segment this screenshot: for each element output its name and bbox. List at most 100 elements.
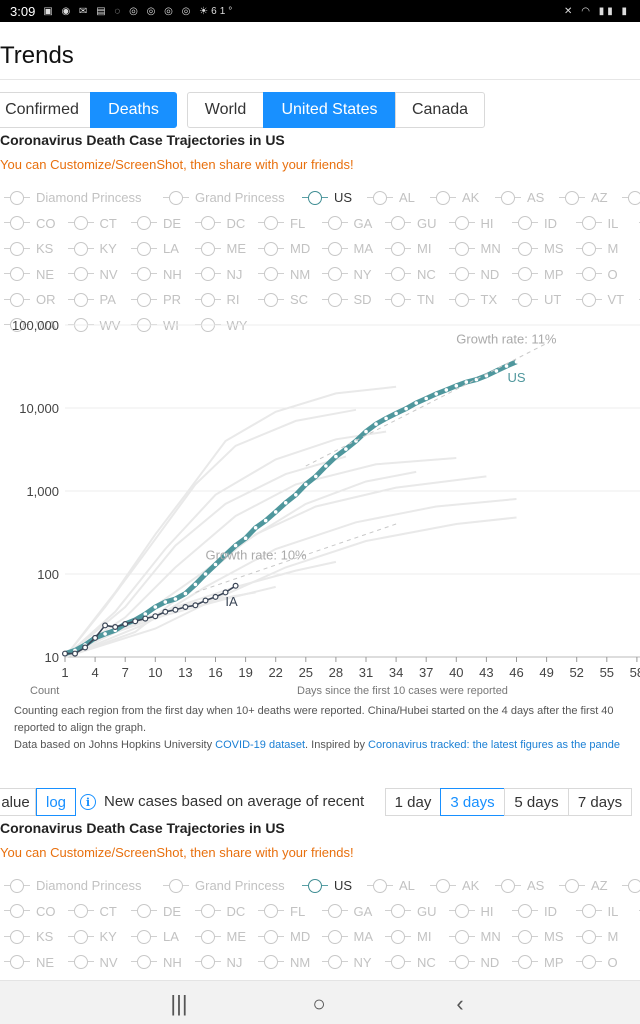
region-toggle[interactable]: AZ: [559, 185, 608, 210]
avg-7-days-button[interactable]: 7 days: [568, 788, 632, 816]
region-toggle[interactable]: NV: [67, 950, 118, 975]
region-toggle[interactable]: SD: [321, 287, 372, 312]
region-toggle[interactable]: GA: [321, 211, 372, 236]
region-toggle[interactable]: NV: [67, 262, 118, 287]
region-toggle[interactable]: US: [302, 185, 352, 210]
back-icon[interactable]: ‹: [456, 991, 464, 1016]
region-toggle[interactable]: NY: [321, 950, 372, 975]
canada-button[interactable]: Canada: [395, 92, 485, 128]
region-toggle[interactable]: AS: [495, 185, 544, 210]
confirmed-button[interactable]: Confirmed: [0, 92, 91, 128]
region-toggle[interactable]: NM: [258, 262, 310, 287]
region-toggle[interactable]: MP: [512, 950, 564, 975]
region-toggle[interactable]: SC: [258, 287, 308, 312]
covid-dataset-link[interactable]: COVID-19 dataset: [215, 739, 306, 751]
region-toggle[interactable]: [622, 185, 640, 210]
home-icon[interactable]: ○: [312, 991, 326, 1016]
region-toggle[interactable]: MN: [448, 924, 501, 949]
region-toggle[interactable]: UT: [512, 287, 561, 312]
region-toggle[interactable]: CT: [67, 211, 117, 236]
region-toggle[interactable]: ME: [194, 924, 246, 949]
world-button[interactable]: World: [187, 92, 264, 128]
region-toggle[interactable]: AL: [367, 185, 415, 210]
avg-5-days-button[interactable]: 5 days: [504, 788, 569, 816]
region-toggle[interactable]: O: [575, 262, 618, 287]
region-toggle[interactable]: DE: [131, 211, 181, 236]
region-toggle[interactable]: NJ: [194, 950, 242, 975]
avg-1-day-button[interactable]: 1 day: [385, 788, 441, 816]
region-toggle[interactable]: ME: [194, 236, 246, 261]
region-toggle[interactable]: MP: [512, 262, 564, 287]
region-toggle[interactable]: OR: [4, 287, 56, 312]
region-toggle[interactable]: MS: [512, 924, 564, 949]
region-toggle[interactable]: Diamond Princess: [4, 185, 142, 210]
region-toggle[interactable]: KY: [67, 236, 117, 261]
region-toggle[interactable]: AZ: [559, 873, 608, 898]
region-toggle[interactable]: MA: [321, 236, 373, 261]
region-toggle[interactable]: AS: [495, 873, 544, 898]
region-toggle[interactable]: RI: [194, 287, 240, 312]
region-toggle[interactable]: KS: [4, 924, 53, 949]
region-toggle[interactable]: HI: [448, 899, 494, 924]
region-toggle[interactable]: MD: [258, 236, 310, 261]
region-toggle[interactable]: NM: [258, 950, 310, 975]
region-toggle[interactable]: CO: [4, 211, 56, 236]
region-toggle[interactable]: DC: [194, 899, 245, 924]
region-toggle[interactable]: WA: [4, 313, 56, 338]
region-toggle[interactable]: M: [575, 924, 618, 949]
region-toggle[interactable]: GA: [321, 899, 372, 924]
region-toggle[interactable]: PR: [131, 287, 181, 312]
region-toggle[interactable]: TX: [448, 287, 497, 312]
log-scale-button[interactable]: log: [36, 788, 76, 816]
recent-apps-icon[interactable]: |||: [170, 991, 188, 1016]
region-toggle[interactable]: PA: [67, 287, 116, 312]
region-toggle[interactable]: IL: [575, 899, 618, 924]
region-toggle[interactable]: [622, 873, 640, 898]
region-toggle[interactable]: ID: [512, 211, 557, 236]
linear-value-button[interactable]: alue: [0, 788, 36, 816]
region-toggle[interactable]: KY: [67, 924, 117, 949]
region-toggle[interactable]: HI: [448, 211, 494, 236]
region-toggle[interactable]: NE: [4, 262, 54, 287]
region-toggle[interactable]: NC: [385, 262, 436, 287]
region-toggle[interactable]: DE: [131, 899, 181, 924]
region-toggle[interactable]: NC: [385, 950, 436, 975]
region-toggle[interactable]: ND: [448, 262, 499, 287]
region-toggle[interactable]: NY: [321, 262, 372, 287]
region-toggle[interactable]: AK: [430, 873, 479, 898]
region-toggle[interactable]: NE: [4, 950, 54, 975]
region-toggle[interactable]: US: [302, 873, 352, 898]
avg-3-days-button[interactable]: 3 days: [440, 788, 505, 816]
region-toggle[interactable]: LA: [131, 236, 179, 261]
info-icon[interactable]: i: [80, 794, 96, 810]
region-toggle[interactable]: LA: [131, 924, 179, 949]
region-toggle[interactable]: MI: [385, 236, 431, 261]
region-toggle[interactable]: M: [575, 236, 618, 261]
region-toggle[interactable]: IL: [575, 211, 618, 236]
region-toggle[interactable]: Grand Princess: [163, 185, 285, 210]
region-toggle[interactable]: CT: [67, 899, 117, 924]
region-toggle[interactable]: AK: [430, 185, 479, 210]
region-toggle[interactable]: GU: [385, 899, 437, 924]
region-toggle[interactable]: AL: [367, 873, 415, 898]
region-toggle[interactable]: VT: [575, 287, 624, 312]
deaths-button[interactable]: Deaths: [90, 92, 177, 128]
region-toggle[interactable]: O: [575, 950, 618, 975]
region-toggle[interactable]: TN: [385, 287, 434, 312]
region-toggle[interactable]: ID: [512, 899, 557, 924]
region-toggle[interactable]: FL: [258, 899, 305, 924]
region-toggle[interactable]: MI: [385, 924, 431, 949]
region-toggle[interactable]: NH: [131, 262, 182, 287]
region-toggle[interactable]: ND: [448, 950, 499, 975]
inspiration-link[interactable]: Coronavirus tracked: the latest figures …: [368, 739, 620, 751]
region-toggle[interactable]: CO: [4, 899, 56, 924]
region-toggle[interactable]: MD: [258, 924, 310, 949]
region-toggle[interactable]: Diamond Princess: [4, 873, 142, 898]
region-toggle[interactable]: GU: [385, 211, 437, 236]
region-toggle[interactable]: KS: [4, 236, 53, 261]
region-toggle[interactable]: MA: [321, 924, 373, 949]
region-toggle[interactable]: MN: [448, 236, 501, 261]
region-toggle[interactable]: Grand Princess: [163, 873, 285, 898]
united-states-button[interactable]: United States: [263, 92, 396, 128]
region-toggle[interactable]: DC: [194, 211, 245, 236]
